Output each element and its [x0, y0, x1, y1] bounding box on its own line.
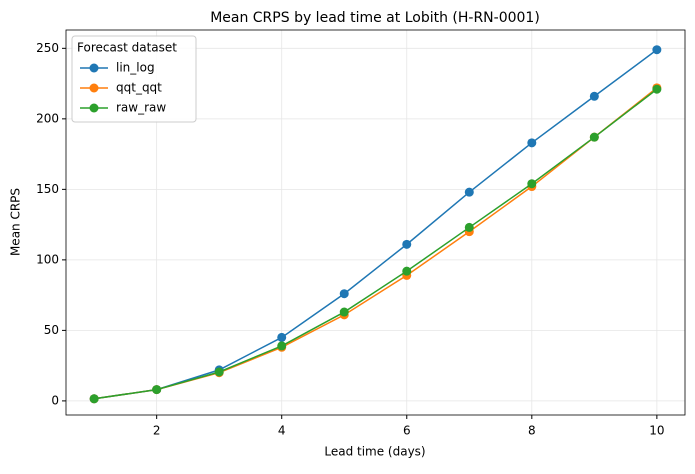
data-point — [277, 332, 287, 342]
y-tick-label: 250 — [36, 41, 59, 55]
data-point — [277, 341, 287, 351]
data-point — [464, 222, 474, 232]
y-tick-label: 200 — [36, 111, 59, 125]
data-point — [652, 45, 662, 55]
data-point — [152, 385, 162, 395]
data-point — [214, 367, 224, 377]
data-point — [589, 91, 599, 101]
x-tick-label: 2 — [153, 424, 161, 438]
legend-box — [71, 35, 197, 123]
data-point — [339, 307, 349, 317]
legend-marker — [89, 83, 99, 93]
x-tick-label: 8 — [528, 424, 536, 438]
y-axis-label: Mean CRPS — [9, 188, 23, 256]
legend-label: lin_log — [116, 61, 155, 75]
data-point — [402, 239, 412, 249]
series-line — [94, 88, 658, 400]
series-line — [94, 87, 658, 400]
data-point — [652, 84, 662, 94]
legend-label: raw_raw — [116, 101, 166, 115]
data-point — [527, 179, 537, 189]
x-tick-label: 4 — [278, 424, 286, 438]
legend-title: Forecast dataset — [77, 41, 177, 55]
legend-label: qqt_qqt — [116, 81, 162, 95]
chart-title: Mean CRPS by lead time at Lobith (H-RN-0… — [210, 10, 540, 26]
y-tick-label: 150 — [36, 182, 59, 196]
y-tick-label: 0 — [51, 393, 59, 407]
series-line — [94, 49, 658, 400]
legend-marker — [89, 63, 99, 73]
data-point — [402, 266, 412, 276]
y-tick-label: 100 — [36, 252, 59, 266]
data-point — [527, 138, 537, 148]
data-point — [339, 289, 349, 299]
data-point — [89, 394, 99, 404]
y-tick-label: 50 — [44, 323, 59, 337]
data-point — [589, 132, 599, 142]
x-tick-label: 6 — [403, 424, 411, 438]
plot-frame — [65, 29, 686, 416]
legend-marker — [89, 103, 99, 113]
x-axis-label: Lead time (days) — [324, 445, 425, 459]
data-point — [464, 187, 474, 197]
x-tick-label: 10 — [649, 424, 664, 438]
